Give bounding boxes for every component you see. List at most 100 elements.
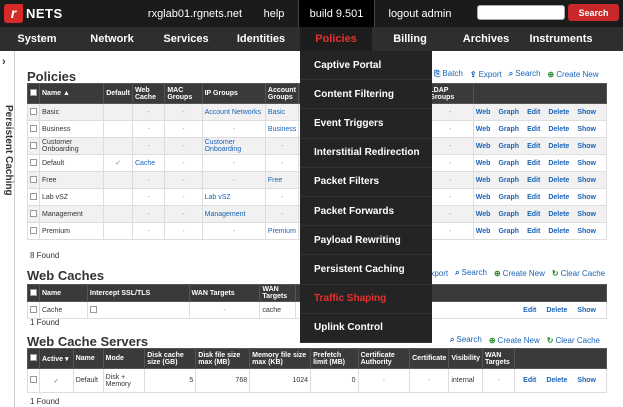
- row-checkbox[interactable]: [30, 192, 37, 200]
- graph-link[interactable]: Graph: [498, 125, 520, 133]
- row-checkbox[interactable]: [30, 305, 37, 313]
- dropdown-item-captive-portal[interactable]: Captive Portal: [300, 51, 432, 81]
- show-link[interactable]: Show: [577, 176, 596, 184]
- edit-link[interactable]: Edit: [527, 142, 541, 150]
- col-default[interactable]: Default: [103, 83, 133, 104]
- show-link[interactable]: Show: [577, 210, 596, 218]
- wcs-create-link[interactable]: ⊕ Create New: [488, 335, 540, 345]
- col-web-cache[interactable]: Web Cache: [131, 83, 166, 104]
- dropdown-item-traffic-shaping[interactable]: Traffic Shaping: [300, 285, 432, 314]
- search-link[interactable]: ⌕ Search: [508, 69, 541, 78]
- edit-link[interactable]: Edit: [527, 108, 541, 116]
- batch-link[interactable]: ⎘ Batch: [434, 69, 463, 78]
- delete-link[interactable]: Delete: [548, 142, 570, 150]
- col-account-groups[interactable]: Account Groups: [264, 83, 300, 104]
- wc-col-name[interactable]: Name: [39, 284, 88, 302]
- menu-billing[interactable]: Billing: [393, 33, 427, 45]
- show-link[interactable]: Show: [577, 193, 596, 201]
- delete-link[interactable]: Delete: [548, 159, 570, 167]
- web-link[interactable]: Web: [475, 227, 491, 235]
- graph-link[interactable]: Graph: [498, 210, 520, 218]
- sidebar-label[interactable]: Persistent Caching: [3, 105, 14, 196]
- web-caches-clear-link[interactable]: ↻ Clear Cache: [551, 268, 606, 278]
- select-all-checkbox[interactable]: [30, 89, 37, 96]
- delete-link[interactable]: Delete: [548, 193, 570, 201]
- show-link[interactable]: Show: [577, 306, 596, 314]
- web-link[interactable]: Web: [475, 210, 491, 218]
- delete-link[interactable]: Delete: [548, 227, 570, 235]
- show-link[interactable]: Show: [577, 108, 596, 116]
- edit-link[interactable]: Edit: [523, 377, 537, 384]
- dropdown-item-content-filtering[interactable]: Content Filtering: [300, 80, 432, 110]
- search-button[interactable]: Search: [568, 4, 619, 21]
- menu-system[interactable]: System: [17, 33, 57, 45]
- wc-col-wan[interactable]: WAN Targets: [188, 284, 261, 302]
- row-checkbox[interactable]: [30, 376, 37, 383]
- dropdown-item-persistent-caching[interactable]: Persistent Caching: [300, 255, 432, 285]
- web-caches-select-all[interactable]: [30, 288, 37, 296]
- edit-link[interactable]: Edit: [527, 227, 541, 235]
- wcs-col-ca[interactable]: Certificate Authority: [357, 348, 411, 369]
- search-input[interactable]: [477, 5, 565, 20]
- col-ip-groups[interactable]: IP Groups: [201, 83, 266, 104]
- menu-instruments[interactable]: Instruments: [529, 33, 593, 45]
- edit-link[interactable]: Edit: [527, 193, 541, 201]
- edit-link[interactable]: Edit: [527, 176, 541, 184]
- col-mac-groups[interactable]: MAC Groups: [164, 83, 203, 104]
- delete-link[interactable]: Delete: [546, 306, 568, 314]
- show-link[interactable]: Show: [577, 159, 596, 167]
- graph-link[interactable]: Graph: [498, 108, 520, 116]
- menu-services[interactable]: Services: [163, 33, 209, 45]
- graph-link[interactable]: Graph: [498, 159, 520, 167]
- delete-link[interactable]: Delete: [548, 210, 570, 218]
- wcs-clear-link[interactable]: ↻ Clear Cache: [546, 335, 600, 345]
- wcs-col-visibility[interactable]: Visibility: [448, 348, 484, 369]
- graph-link[interactable]: Graph: [498, 176, 520, 184]
- web-link[interactable]: Web: [475, 125, 491, 133]
- menu-network[interactable]: Network: [90, 33, 134, 45]
- wc-col-ssl[interactable]: Intercept SSL/TLS: [86, 284, 190, 302]
- dropdown-item-uplink-control[interactable]: Uplink Control: [300, 314, 432, 343]
- wcs-col-cert[interactable]: Certificate: [409, 348, 450, 369]
- wcs-col-prefetch[interactable]: Prefetch limit (MB): [310, 348, 359, 369]
- row-checkbox[interactable]: [30, 124, 37, 132]
- select-all-cell[interactable]: [27, 83, 40, 104]
- web-link[interactable]: Web: [475, 193, 491, 201]
- wcs-col-diskmax[interactable]: Disk file size max (MB): [195, 348, 251, 369]
- wcs-col-active[interactable]: Active ▾: [39, 348, 74, 369]
- help-link[interactable]: help: [263, 7, 285, 20]
- table-row[interactable]: Management - - Management - - Web Graph Edit Dele…: [27, 205, 608, 223]
- web-caches-export-link[interactable]: Export: [425, 268, 449, 278]
- wcs-search-link[interactable]: ⌕ Search: [450, 335, 482, 344]
- show-link[interactable]: Show: [577, 125, 596, 133]
- col-name[interactable]: Name ▲: [38, 83, 105, 104]
- build-link[interactable]: build 9.501: [298, 0, 375, 27]
- wcs-col-name[interactable]: Name: [72, 348, 104, 369]
- edit-link[interactable]: Edit: [527, 210, 541, 218]
- menu-policies[interactable]: Policies: [300, 27, 372, 51]
- table-row[interactable]: ✓ Default Disk + Memory 5 768 1024 0 - -…: [27, 368, 608, 393]
- delete-link[interactable]: Delete: [548, 125, 570, 133]
- wcs-col-wan[interactable]: WAN Targets: [482, 348, 515, 369]
- delete-link[interactable]: Delete: [548, 176, 570, 184]
- web-caches-create-link[interactable]: ⊕ Create New: [493, 268, 545, 278]
- row-checkbox[interactable]: [30, 158, 37, 166]
- web-link[interactable]: Web: [475, 142, 491, 150]
- row-checkbox[interactable]: [30, 226, 37, 234]
- dropdown-item-payload-rewriting[interactable]: Payload Rewriting: [300, 226, 432, 256]
- row-checkbox[interactable]: [30, 175, 37, 183]
- edit-link[interactable]: Edit: [527, 125, 541, 133]
- graph-link[interactable]: Graph: [498, 142, 520, 150]
- web-link[interactable]: Web: [475, 108, 491, 116]
- logout-link[interactable]: logout admin: [388, 7, 452, 20]
- row-checkbox[interactable]: [30, 209, 37, 217]
- export-link[interactable]: ⇪ Export: [469, 69, 502, 79]
- wcs-col-mode[interactable]: Mode: [102, 348, 146, 369]
- row-checkbox[interactable]: [30, 141, 37, 149]
- wcs-col-memmax[interactable]: Memory file size max (KB): [249, 348, 312, 369]
- create-new-link[interactable]: ⊕ Create New: [547, 69, 599, 79]
- col-ldap-groups[interactable]: LDAP Groups: [426, 83, 474, 104]
- web-link[interactable]: Web: [475, 176, 491, 184]
- row-checkbox[interactable]: [30, 107, 37, 115]
- web-caches-search-link[interactable]: ⌕ Search: [455, 268, 487, 277]
